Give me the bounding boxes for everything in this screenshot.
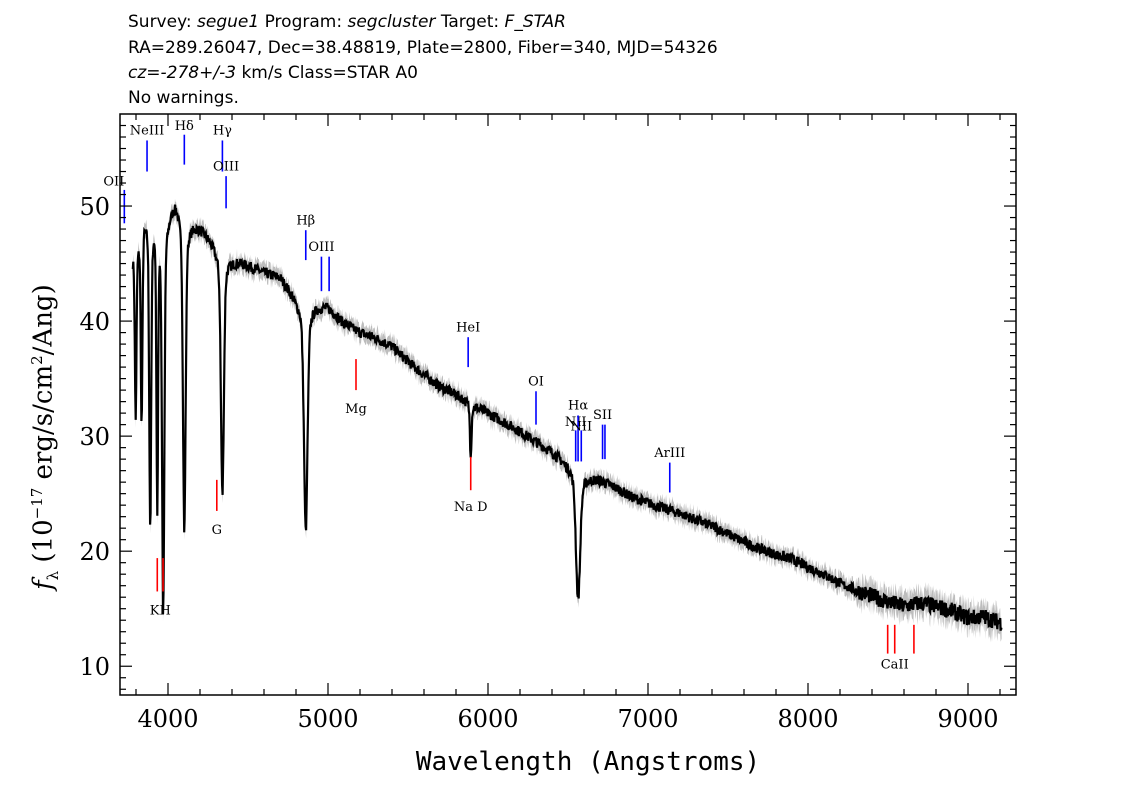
- emission-line-label: NII: [570, 419, 592, 434]
- emission-line-label: OI: [528, 375, 544, 390]
- target-value: F_STAR: [504, 12, 566, 32]
- emission-line-label: SII: [593, 408, 612, 423]
- x-tick-label: 5000: [297, 705, 358, 733]
- emission-line-label: NeIII: [130, 124, 164, 139]
- emission-line-label: NII: [565, 415, 587, 430]
- emission-line-label: HeI: [456, 320, 480, 335]
- header-line-2: RA=289.26047, Dec=38.48819, Plate=2800, …: [128, 38, 718, 58]
- x-tick-label: 7000: [617, 705, 678, 733]
- header-line-3: cz=-278+/-3 km/s Class=STAR A0: [128, 63, 418, 83]
- y-tick-label: 10: [79, 653, 110, 681]
- x-tick-label: 8000: [777, 705, 838, 733]
- survey-value: segue1: [197, 12, 260, 32]
- spectrum-layer: [131, 204, 1003, 631]
- program-value: segcluster: [347, 12, 436, 32]
- absorption-line-label: G: [212, 523, 222, 538]
- emission-line-label: Hγ: [213, 124, 232, 139]
- header-line-1: Survey: segue1 Program: segcluster Targe…: [128, 12, 566, 32]
- y-tick-label: 40: [79, 308, 110, 336]
- absorption-line-label: Mg: [345, 402, 367, 417]
- emission-line-label: Hβ: [296, 213, 315, 228]
- redshift-units: km/s Class=STAR A0: [241, 63, 418, 83]
- redshift-value: cz=-278+/-3: [128, 63, 237, 83]
- survey-label: Survey:: [128, 12, 192, 32]
- absorption-line-label: CaII: [881, 658, 909, 673]
- y-tick-label: 50: [79, 193, 110, 221]
- plot-frame: [119, 113, 1017, 696]
- emission-line-label: OIII: [308, 240, 334, 255]
- x-tick-label: 4000: [137, 705, 198, 733]
- absorption-line-label: KH: [150, 603, 171, 618]
- x-tick-label: 6000: [457, 705, 518, 733]
- x-tick-label: 9000: [937, 705, 998, 733]
- emission-line-label: OIII: [213, 159, 239, 174]
- x-axis-label: Wavelength (Angstroms): [416, 747, 760, 777]
- axes-layer: 4000 5000 6000 7000 8000 9000 10 20 30 40 50 Wavele…: [79, 113, 1017, 777]
- y-axis-label: fλ (10−17 erg/s/cm2/Ang): [28, 284, 62, 590]
- target-label: Target:: [440, 12, 500, 32]
- y-tick-label: 30: [79, 423, 110, 451]
- y-tick-label: 20: [79, 538, 110, 566]
- emission-line-label: OII: [103, 174, 124, 189]
- header-warnings: No warnings.: [128, 88, 239, 108]
- emission-line-label: ArIII: [653, 446, 685, 461]
- emission-line-label: Hα: [568, 399, 588, 414]
- spectrum-line: [131, 204, 1003, 631]
- emission-line-label: Hδ: [175, 119, 194, 134]
- absorption-line-label: Na D: [454, 500, 488, 515]
- program-label: Program:: [264, 12, 343, 32]
- line-markers-layer: NeIII Hδ HγOIIIOIIHβOIIIHeIOINIIHαNIISIIAr…: [103, 119, 915, 673]
